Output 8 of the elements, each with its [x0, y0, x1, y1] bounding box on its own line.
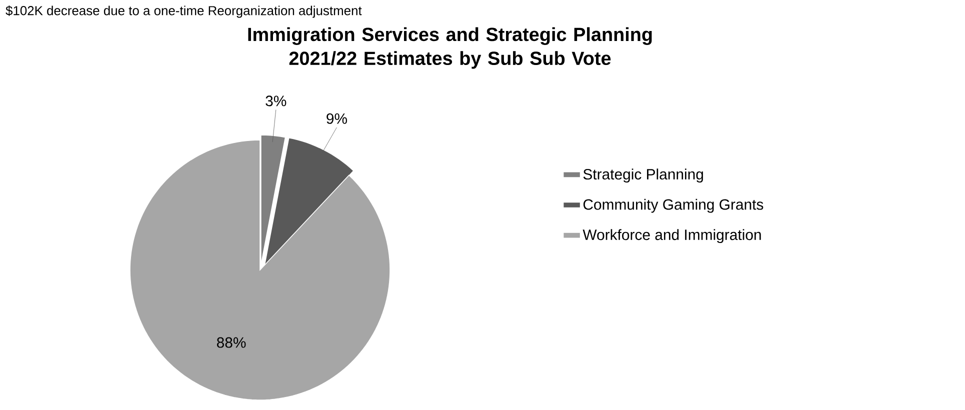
legend-label: Strategic Planning: [583, 168, 703, 183]
data-label: 9%: [326, 113, 347, 124]
legend-label: Community Gaming Grants: [583, 198, 764, 213]
data-label: 3%: [266, 96, 286, 106]
text: $102K decrease due to a one-time Reorganization adjustment: [6, 6, 362, 18]
chart-title: Immigration Services and Strategic Planning 2021/22 Estimates by Sub Sub Vote: [248, 27, 652, 69]
legend-label: Workforce and Immigration: [582, 229, 761, 244]
data-label: 88%: [216, 337, 246, 348]
